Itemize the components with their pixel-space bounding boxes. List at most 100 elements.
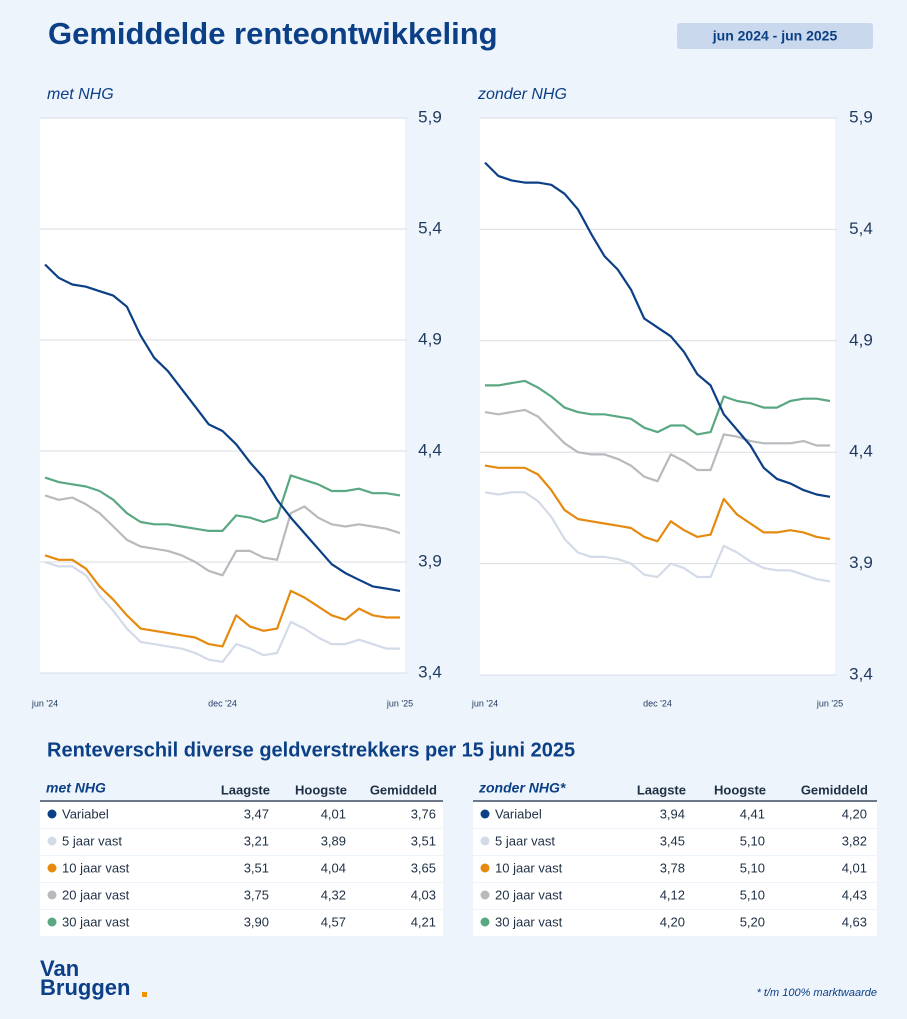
y-tick-label: 4,9 bbox=[849, 330, 873, 349]
legend-dot bbox=[47, 917, 57, 927]
row-label: 10 jaar vast bbox=[495, 860, 563, 875]
table-cell: 3,89 bbox=[321, 833, 346, 848]
table-title: Renteverschil diverse geldverstrekkers p… bbox=[47, 739, 575, 761]
series-line bbox=[484, 491, 831, 583]
tables: met NHG Laagste Hoogste Gemiddeld Variabel 3,… bbox=[40, 780, 877, 936]
table-cell: 4,20 bbox=[660, 914, 685, 929]
plot-area bbox=[480, 118, 835, 675]
legend-dot bbox=[480, 890, 490, 900]
row-label: 5 jaar vast bbox=[62, 833, 122, 848]
x-tick-label: dec '24 bbox=[208, 698, 237, 708]
column-header: Gemiddeld bbox=[801, 782, 868, 797]
x-tick-label: jun '24 bbox=[31, 698, 58, 708]
legend-dot bbox=[47, 836, 57, 846]
y-tick-label: 4,4 bbox=[849, 442, 873, 461]
table-cell: 4,57 bbox=[321, 914, 346, 929]
logo-line: Van bbox=[40, 956, 79, 981]
table-cell: 4,20 bbox=[842, 806, 867, 821]
y-tick-label: 5,9 bbox=[418, 107, 442, 126]
legend-dot bbox=[480, 809, 490, 819]
series-line bbox=[44, 263, 401, 592]
column-header: Hoogste bbox=[295, 782, 347, 797]
table-cell: 5,20 bbox=[740, 914, 765, 929]
table-row bbox=[40, 802, 443, 828]
y-tick-label: 3,9 bbox=[418, 551, 442, 570]
y-tick-label: 3,4 bbox=[849, 664, 873, 683]
row-label: 20 jaar vast bbox=[495, 887, 563, 902]
table-row bbox=[473, 802, 877, 828]
legend-dot bbox=[47, 890, 57, 900]
table-cell: 3,47 bbox=[244, 806, 269, 821]
row-label: 5 jaar vast bbox=[495, 833, 555, 848]
footnote: * t/m 100% marktwaarde bbox=[757, 987, 877, 999]
logo-dot bbox=[142, 992, 147, 997]
table-cell: 4,21 bbox=[411, 914, 436, 929]
series-line bbox=[44, 554, 400, 648]
y-tick-label: 5,4 bbox=[418, 218, 442, 237]
table-cell: 4,01 bbox=[321, 806, 346, 821]
plot-area bbox=[40, 118, 405, 673]
table-row bbox=[473, 856, 877, 882]
table-cell: 5,10 bbox=[740, 887, 765, 902]
y-tick-label: 3,4 bbox=[418, 662, 442, 681]
y-tick-label: 5,9 bbox=[849, 107, 873, 126]
column-header: Laagste bbox=[221, 782, 270, 797]
table-cell: 3,78 bbox=[660, 860, 685, 875]
table-cell: 4,41 bbox=[740, 806, 765, 821]
table-row bbox=[40, 910, 443, 936]
x-tick-label: jun '25 bbox=[816, 698, 843, 708]
table-cell: 4,01 bbox=[842, 860, 867, 875]
table-cell: 4,32 bbox=[321, 887, 346, 902]
charts: met NHG 3,4 3,9 4,4 4,9 5,4 5,9 jun '24 dec '24 j… bbox=[31, 86, 873, 708]
legend-dot bbox=[480, 863, 490, 873]
table-cell: 4,03 bbox=[411, 887, 436, 902]
table-row bbox=[473, 883, 877, 909]
table-cell: 4,04 bbox=[321, 860, 346, 875]
period-badge bbox=[677, 23, 873, 49]
table-cell: 3,51 bbox=[411, 833, 436, 848]
row-label: Variabel bbox=[62, 806, 109, 821]
y-tick-label: 4,4 bbox=[418, 440, 442, 459]
page-title: Gemiddelde renteontwikkeling bbox=[48, 16, 498, 51]
chart-subtitle: zonder NHG bbox=[477, 86, 567, 103]
table-cell: 3,51 bbox=[244, 860, 269, 875]
row-label: 10 jaar vast bbox=[62, 860, 130, 875]
y-tick-label: 3,9 bbox=[849, 553, 873, 572]
table-heading: zonder NHG* bbox=[478, 780, 566, 796]
y-tick-label: 4,9 bbox=[418, 329, 442, 348]
table-row bbox=[40, 883, 443, 909]
table-row bbox=[40, 856, 443, 882]
column-header: Hoogste bbox=[714, 782, 766, 797]
series-line bbox=[44, 474, 401, 532]
table-cell: 3,75 bbox=[244, 887, 269, 902]
series-line bbox=[44, 494, 401, 577]
series-line bbox=[485, 379, 831, 436]
table-heading: met NHG bbox=[46, 780, 106, 796]
chart-subtitle: met NHG bbox=[47, 86, 114, 103]
column-header: Gemiddeld bbox=[370, 782, 437, 797]
table-cell: 3,65 bbox=[411, 860, 436, 875]
table-cell: 4,63 bbox=[842, 914, 867, 929]
legend-dot bbox=[47, 809, 57, 819]
series-line bbox=[484, 161, 831, 498]
legend-dot bbox=[480, 836, 490, 846]
series-line bbox=[44, 560, 400, 663]
y-tick-label: 5,4 bbox=[849, 219, 873, 238]
series-line bbox=[484, 408, 830, 483]
table-cell: 5,10 bbox=[740, 860, 765, 875]
table-cell: 5,10 bbox=[740, 833, 765, 848]
x-tick-label: jun '25 bbox=[386, 698, 413, 708]
table-cell: 3,76 bbox=[411, 806, 436, 821]
table-row bbox=[473, 829, 877, 855]
row-label: 30 jaar vast bbox=[495, 914, 563, 929]
table-cell: 4,12 bbox=[660, 887, 685, 902]
logo-line: Bruggen bbox=[40, 975, 130, 1000]
column-header: Laagste bbox=[637, 782, 686, 797]
row-label: 30 jaar vast bbox=[62, 914, 130, 929]
row-label: Variabel bbox=[495, 806, 542, 821]
table-row bbox=[40, 829, 443, 855]
table-cell: 3,21 bbox=[244, 833, 269, 848]
series-line bbox=[484, 464, 831, 543]
